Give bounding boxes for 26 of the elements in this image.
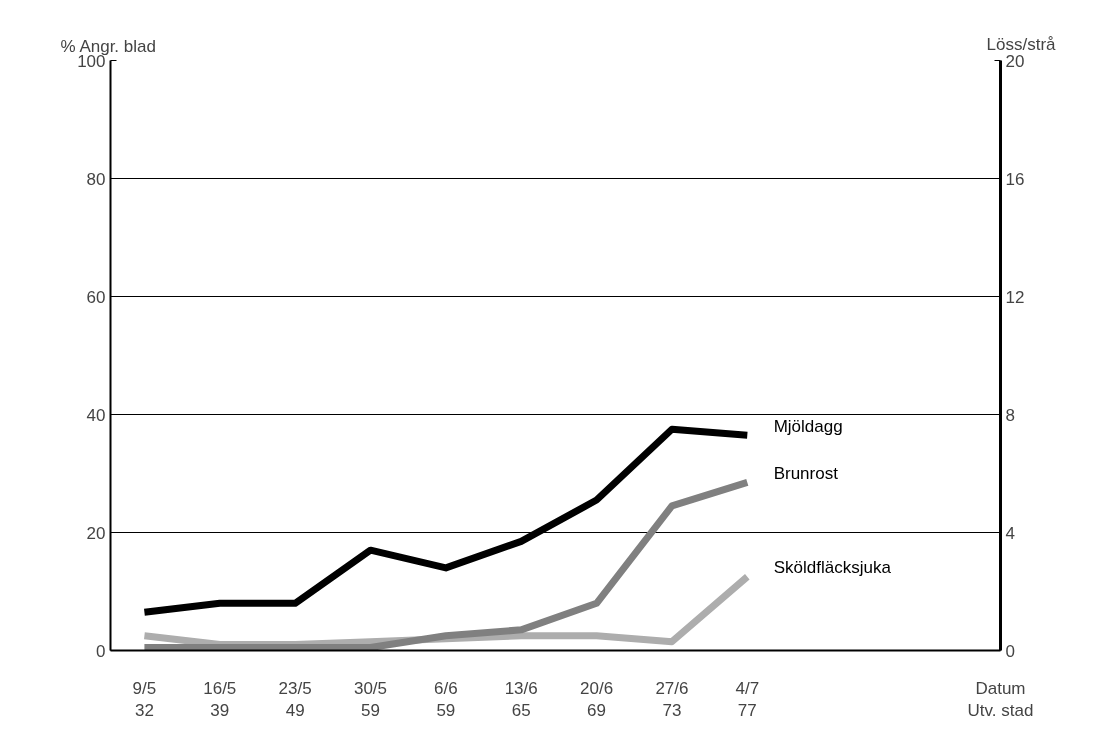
- series-label: Brunrost: [773, 464, 839, 483]
- x-tick-label: 20/6 69: [580, 678, 614, 721]
- x-tick-label: 6/6 59: [434, 678, 458, 721]
- text: 16: [1005, 169, 1025, 189]
- x-tick-label: 9/5 32: [132, 678, 157, 721]
- x-tick-label: 23/5 49: [278, 678, 312, 721]
- series-label: Sköldfläcksjuka: [773, 558, 892, 578]
- text: 20: [1005, 51, 1025, 71]
- x-tick-label: 4/7 77: [735, 678, 760, 721]
- text: 4: [1005, 523, 1015, 543]
- text: 12: [1005, 287, 1025, 307]
- text: 8: [1005, 405, 1015, 425]
- x-tick-label: 16/5 39: [203, 678, 237, 721]
- text: 0: [1005, 641, 1015, 661]
- y-tick-label: 40: [86, 405, 106, 425]
- text: Datum: [975, 678, 1026, 698]
- series-label: Mjöldagg: [773, 416, 843, 436]
- text: Utv. stad: [967, 701, 1034, 721]
- text: Löss/strå: [986, 34, 1057, 54]
- x-tick-label: 27/6 73: [655, 678, 689, 721]
- y-tick-label: 0: [96, 641, 106, 661]
- x-tick-label: 30/5 59: [353, 678, 388, 721]
- y-tick-label: 60: [86, 287, 106, 307]
- x-tick-label: 13/6 65: [504, 678, 538, 721]
- y-tick-label: 80: [86, 169, 106, 189]
- y-tick-label: 20: [86, 523, 106, 543]
